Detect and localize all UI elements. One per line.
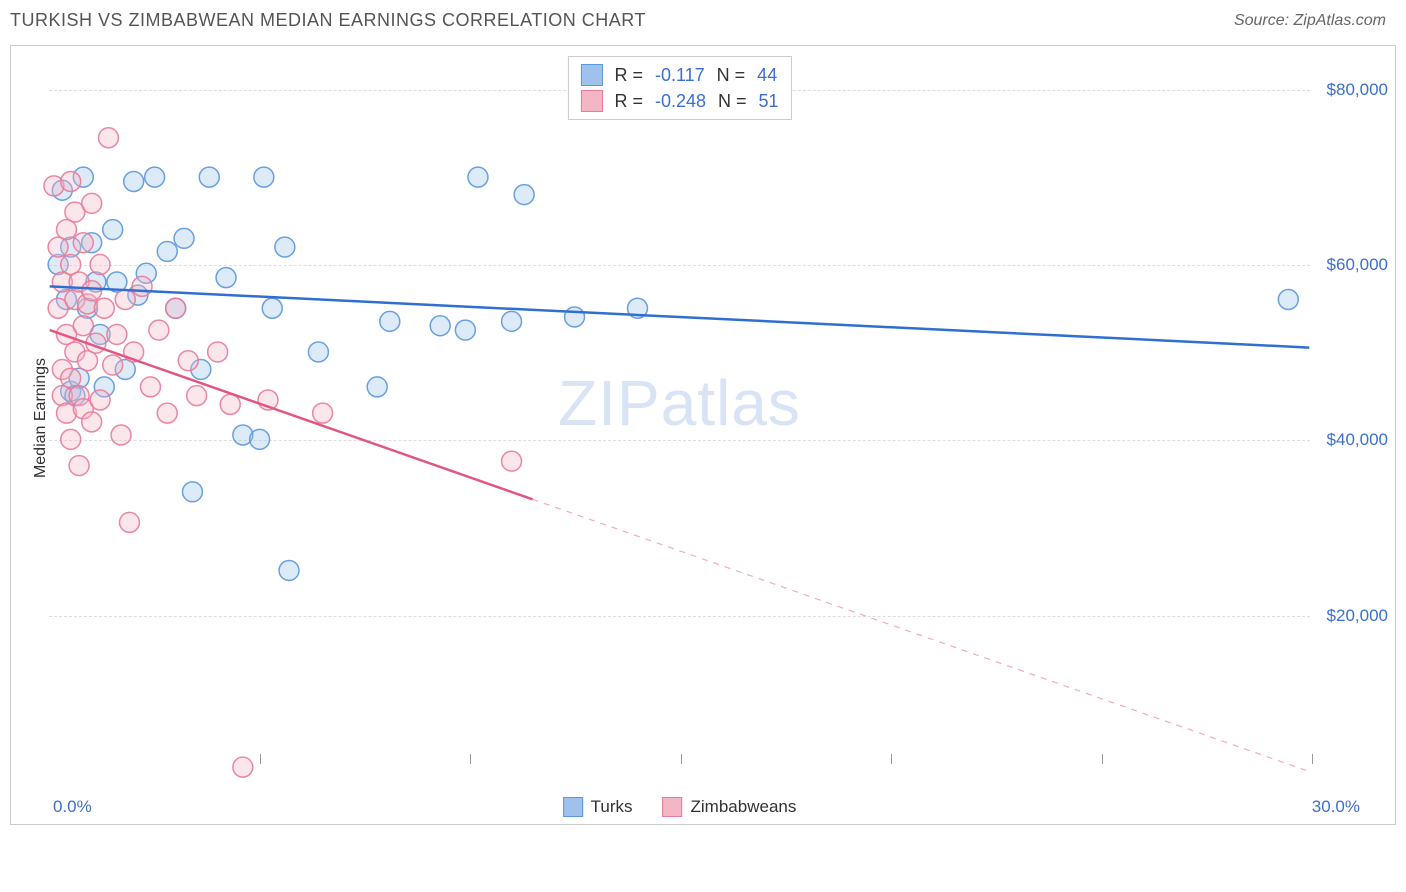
legend-swatch-zimbabweans [580,90,602,112]
scatter-point [208,342,228,362]
y-tick-label: $80,000 [1327,80,1388,100]
scatter-point [157,403,177,423]
scatter-point [115,290,135,310]
scatter-point [1278,290,1298,310]
scatter-point [313,403,333,423]
scatter-point [455,320,475,340]
scatter-point [430,316,450,336]
scatter-point [220,394,240,414]
scatter-point [82,412,102,432]
scatter-point [187,386,207,406]
legend-row: R = -0.248 N = 51 [580,88,778,114]
scatter-point [132,276,152,296]
scatter-point [254,167,274,187]
scatter-point [61,172,81,192]
scatter-point [73,316,93,336]
y-tick-label: $20,000 [1327,606,1388,626]
scatter-point [73,233,93,253]
scatter-point [308,342,328,362]
legend-row: R = -0.117 N = 44 [580,62,778,88]
scatter-point [82,193,102,213]
source-attribution: Source: ZipAtlas.com [1234,12,1386,30]
scatter-point [103,220,123,240]
trendline [50,286,1310,347]
legend-swatch-icon [663,797,683,817]
scatter-point [502,451,522,471]
scatter-point [182,482,202,502]
trendline [50,330,533,499]
plot-area: Median Earnings ZIPatlas $20,000$40,000$… [49,46,1310,789]
y-axis-label: Median Earnings [32,357,50,477]
scatter-point [90,255,110,275]
scatter-point [502,311,522,331]
scatter-point [367,377,387,397]
scatter-point [107,324,127,344]
x-axis-max-label: 30.0% [1312,797,1360,817]
scatter-point [140,377,160,397]
scatter-point [216,268,236,288]
scatter-point [166,298,186,318]
scatter-point [157,241,177,261]
legend-item-zimbabweans: Zimbabweans [663,797,797,817]
x-axis-min-label: 0.0% [53,797,92,817]
scatter-point [279,560,299,580]
scatter-point [275,237,295,257]
legend-series: Turks Zimbabweans [563,797,797,817]
scatter-point [94,298,114,318]
scatter-point [250,429,270,449]
chart-title: TURKISH VS ZIMBABWEAN MEDIAN EARNINGS CO… [10,10,646,31]
scatter-point [178,351,198,371]
chart-container: Median Earnings ZIPatlas $20,000$40,000$… [10,45,1396,825]
scatter-point [145,167,165,187]
legend-swatch-icon [563,797,583,817]
scatter-point [124,172,144,192]
scatter-point [565,307,585,327]
scatter-point [233,757,253,777]
y-tick-label: $60,000 [1327,255,1388,275]
scatter-point [149,320,169,340]
scatter-point [380,311,400,331]
scatter-point [199,167,219,187]
scatter-point [61,429,81,449]
scatter-point [119,512,139,532]
y-tick-label: $40,000 [1327,430,1388,450]
scatter-point [90,390,110,410]
trendline-extrapolated [533,499,1310,771]
scatter-point [82,281,102,301]
legend-stats: R = -0.117 N = 44 R = -0.248 N = 51 [567,56,791,120]
scatter-point [69,456,89,476]
scatter-svg [49,46,1310,789]
legend-item-turks: Turks [563,797,633,817]
scatter-point [174,228,194,248]
scatter-point [262,298,282,318]
legend-swatch-turks [580,64,602,86]
chart-header: TURKISH VS ZIMBABWEAN MEDIAN EARNINGS CO… [0,0,1406,36]
scatter-point [111,425,131,445]
scatter-point [468,167,488,187]
scatter-point [514,185,534,205]
scatter-point [103,355,123,375]
scatter-point [99,128,119,148]
